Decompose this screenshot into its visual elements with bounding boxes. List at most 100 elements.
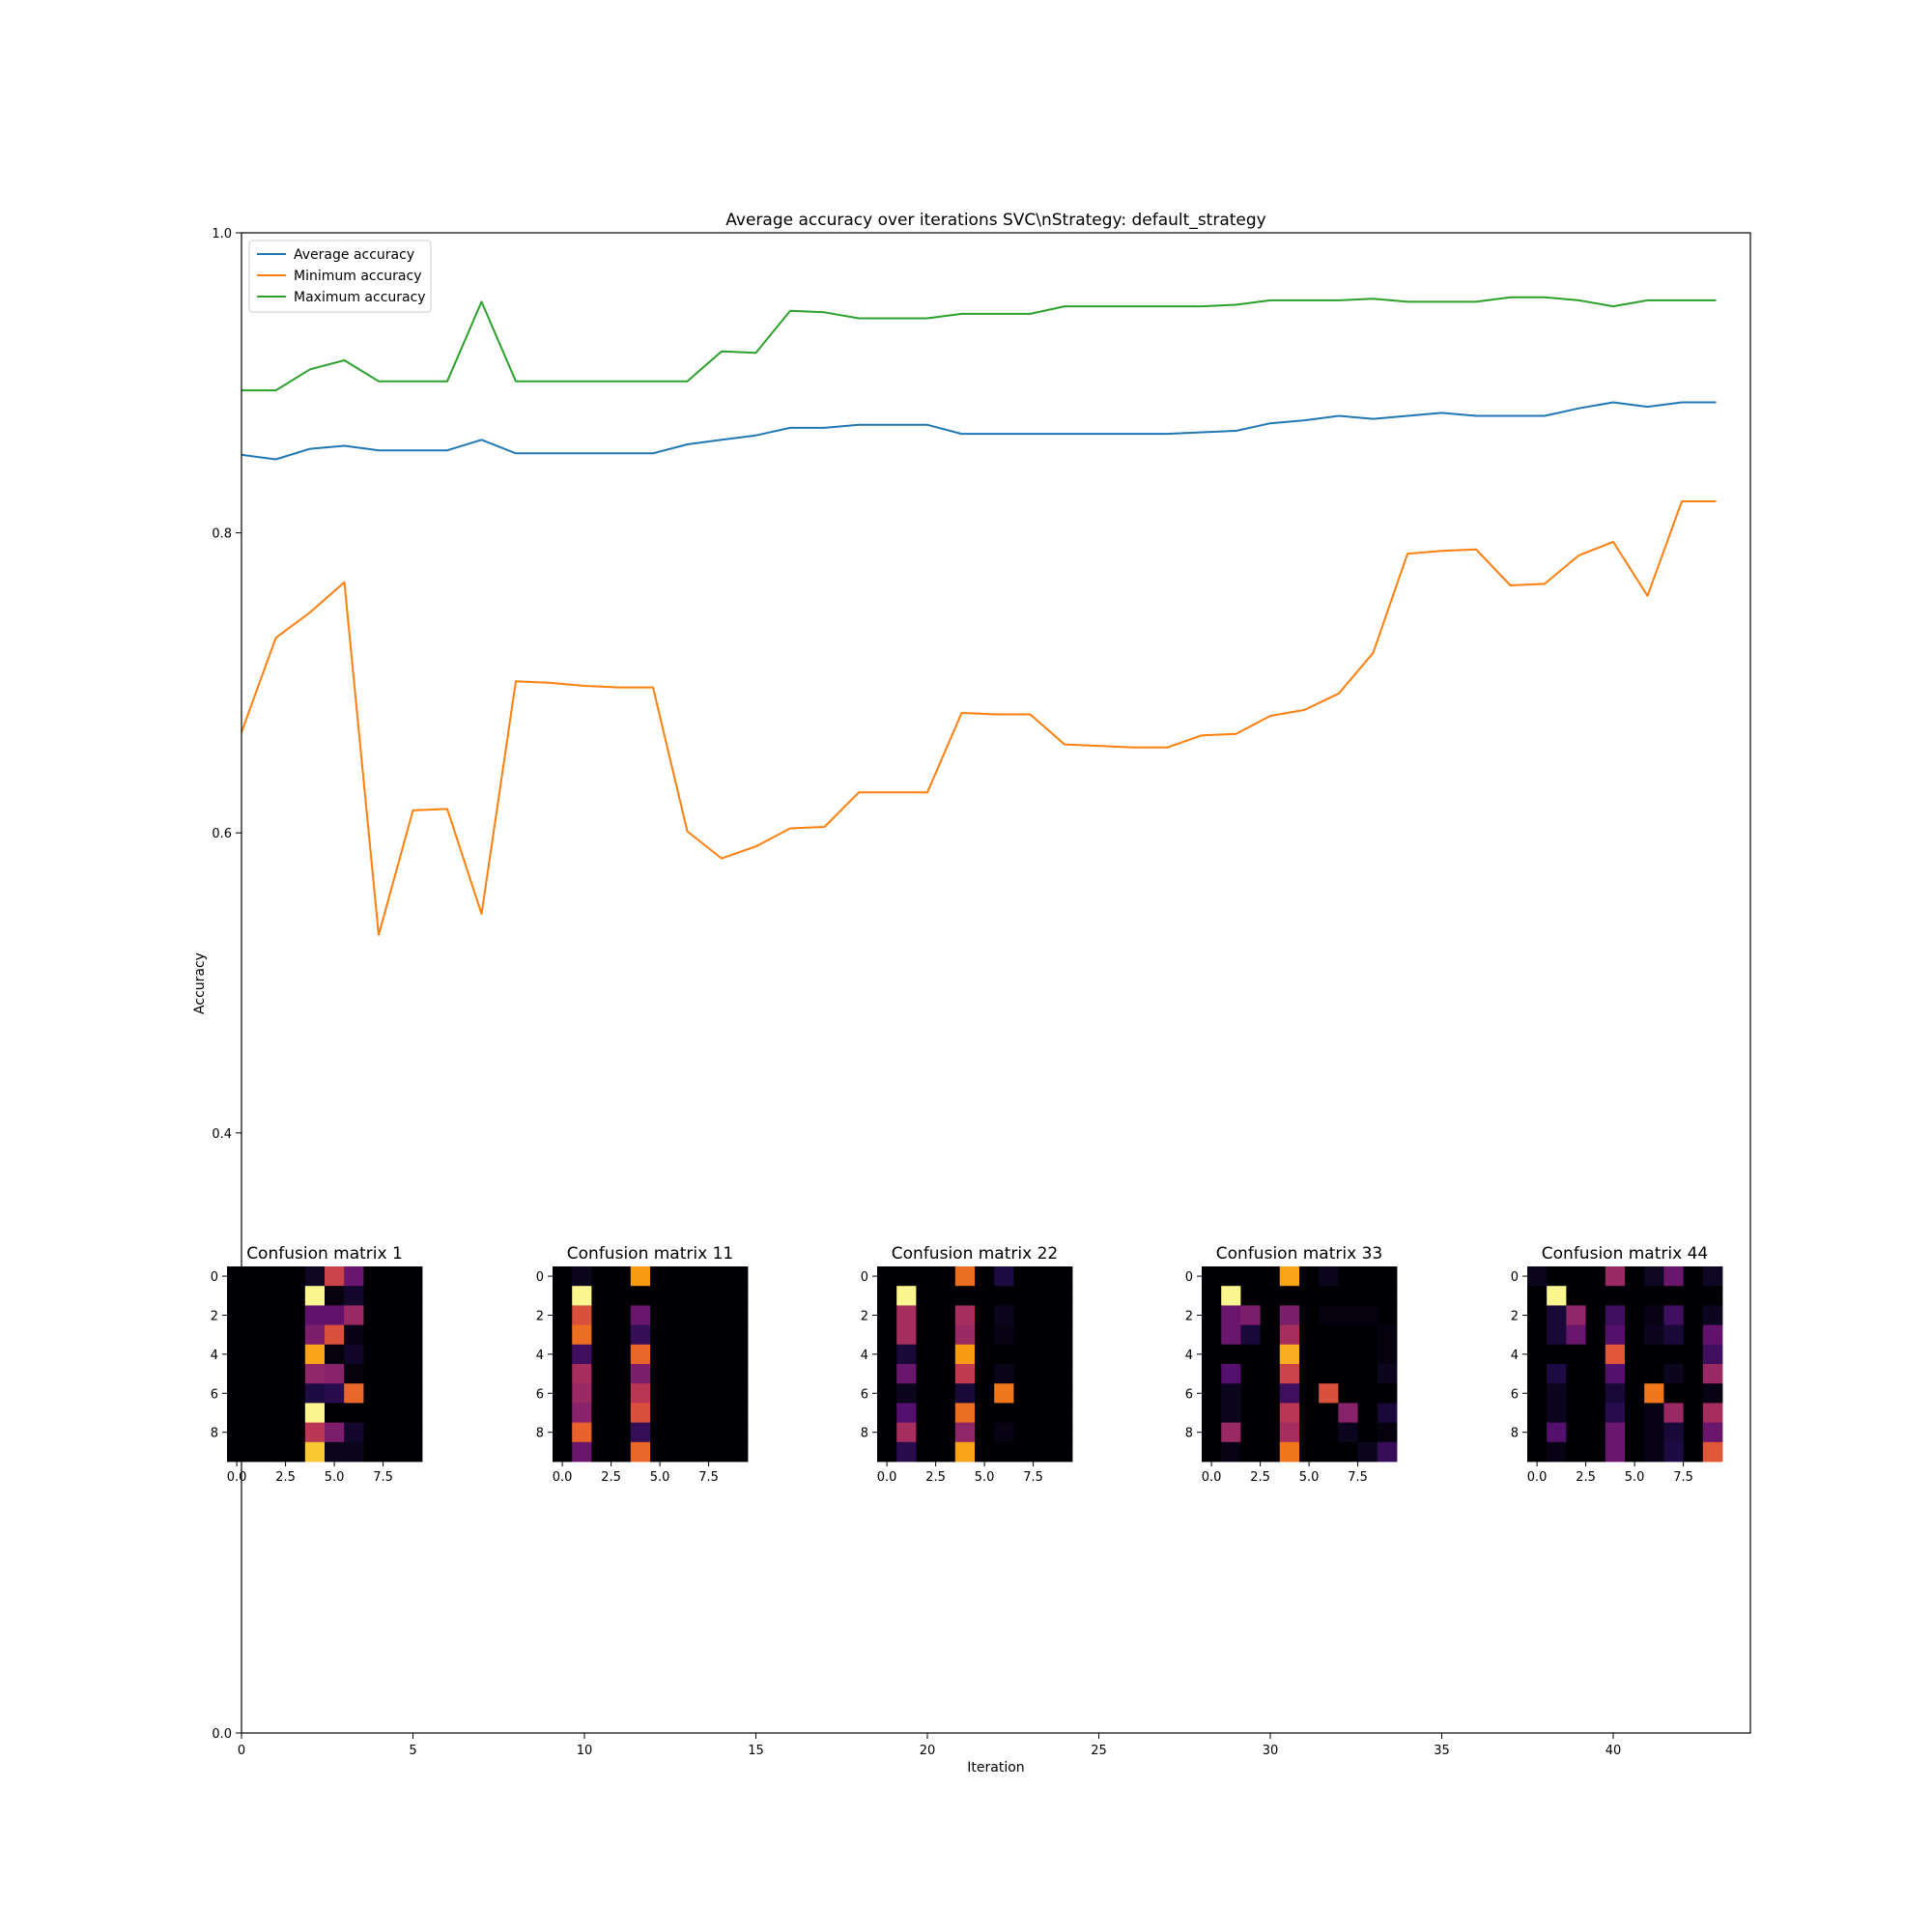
matrix-cell	[553, 1364, 573, 1384]
matrix-cell	[1683, 1305, 1704, 1325]
matrix-cell	[896, 1344, 917, 1365]
matrix-cell	[611, 1305, 632, 1325]
matrix-y-tick-label: 2	[1185, 1310, 1193, 1324]
chart-title: Average accuracy over iterations SVC\nSt…	[725, 211, 1265, 230]
matrix-cell	[1702, 1286, 1723, 1306]
matrix-cell	[1260, 1305, 1281, 1325]
matrix-cell	[1299, 1383, 1320, 1404]
matrix-cell	[1338, 1305, 1358, 1325]
matrix-cell	[689, 1305, 709, 1325]
matrix-x-tick-label: 0.0	[227, 1470, 247, 1485]
matrix-cell	[669, 1383, 690, 1404]
matrix-cell	[1585, 1403, 1606, 1423]
matrix-cell	[1663, 1364, 1684, 1384]
matrix-cell	[896, 1324, 917, 1346]
matrix-cell	[553, 1266, 573, 1287]
matrix-cell	[1299, 1441, 1320, 1463]
matrix-cell	[1663, 1286, 1684, 1306]
y-tick-label: 0.0	[212, 1727, 232, 1742]
matrix-cell	[708, 1441, 729, 1463]
matrix-cell	[1052, 1344, 1073, 1365]
matrix-cell	[344, 1422, 364, 1443]
matrix-cell	[1663, 1383, 1684, 1404]
confusion-matrix-5: Confusion matrix 44 0 2 4 6 8 0.0 2.5 5.0 7.5	[1511, 1244, 1723, 1485]
matrix-x-tick-label: 7.5	[1023, 1470, 1043, 1485]
matrix-cell	[402, 1441, 423, 1463]
matrix-cell	[611, 1364, 632, 1384]
matrix-cell	[1013, 1422, 1034, 1443]
matrix-cell	[1052, 1383, 1073, 1404]
matrix-cell	[896, 1403, 917, 1423]
matrix-cell	[1260, 1286, 1281, 1306]
matrix-cell	[1221, 1305, 1241, 1325]
matrix-cell	[877, 1266, 897, 1287]
matrix-cell	[916, 1422, 936, 1443]
main-plot: 0 5 10 15 20 25 30 35 40 0.00.40.60.81.0 Confusi…	[192, 211, 1751, 1776]
matrix-cell	[727, 1286, 749, 1306]
matrix-cell	[975, 1364, 995, 1384]
matrix-cell	[266, 1364, 286, 1384]
matrix-cell	[630, 1383, 651, 1404]
matrix-cell	[1585, 1422, 1606, 1443]
matrix-cell	[1702, 1344, 1723, 1365]
matrix-cell	[363, 1441, 384, 1463]
matrix-cell	[877, 1364, 897, 1384]
matrix-cell	[727, 1344, 749, 1365]
matrix-cell	[591, 1383, 611, 1404]
matrix-cell	[1605, 1266, 1626, 1287]
matrix-cell	[402, 1286, 423, 1306]
matrix-cell	[1338, 1364, 1358, 1384]
y-axis-label: Accuracy	[192, 952, 208, 1014]
matrix-cell	[650, 1324, 670, 1346]
matrix-cell	[363, 1403, 384, 1423]
matrix-cell	[669, 1441, 690, 1463]
matrix-cell	[1585, 1383, 1606, 1404]
matrix-cell	[1566, 1364, 1586, 1384]
matrix-cell	[650, 1422, 670, 1443]
legend-label: Average accuracy	[294, 247, 414, 263]
y-tick-label: 0.6	[212, 827, 232, 841]
matrix-x-tick-label: 0.0	[1202, 1470, 1222, 1485]
matrix-cell	[1625, 1344, 1645, 1365]
matrix-cell	[1357, 1286, 1378, 1306]
matrix-y-tick-label: 6	[211, 1387, 218, 1402]
matrix-cell	[1319, 1324, 1339, 1346]
matrix-cell	[1605, 1403, 1626, 1423]
matrix-cell	[227, 1364, 247, 1384]
matrix-cell	[304, 1324, 326, 1346]
matrix-cell	[954, 1364, 976, 1384]
matrix-cell	[1052, 1364, 1073, 1384]
matrix-cell	[708, 1383, 729, 1404]
matrix-y-tick-label: 4	[861, 1349, 868, 1363]
matrix-cell	[689, 1286, 709, 1306]
matrix-cell	[344, 1383, 364, 1404]
matrix-cell	[1319, 1403, 1339, 1423]
matrix-cell	[1240, 1422, 1261, 1443]
matrix-cell	[877, 1344, 897, 1365]
matrix-cell	[1377, 1324, 1398, 1346]
matrix-cell	[727, 1441, 749, 1463]
matrix-cell	[1566, 1403, 1586, 1423]
matrix-cell	[1683, 1344, 1704, 1365]
matrix-cell	[1702, 1305, 1723, 1325]
matrix-cell	[285, 1383, 306, 1404]
matrix-cell	[266, 1344, 286, 1365]
matrix-x-tick-label: 2.5	[1250, 1470, 1270, 1485]
x-axis-label: Iteration	[967, 1760, 1024, 1776]
matrix-cell	[630, 1286, 651, 1306]
matrix-cell	[572, 1364, 592, 1384]
plot-frame	[241, 232, 1751, 1734]
matrix-cell	[1644, 1305, 1664, 1325]
legend-box	[248, 240, 432, 313]
matrix-cell	[363, 1286, 384, 1306]
matrix-cell	[954, 1441, 976, 1463]
matrix-cell	[1202, 1266, 1222, 1287]
series-lines	[241, 296, 1717, 936]
matrix-cell	[402, 1266, 423, 1287]
matrix-cell	[916, 1403, 936, 1423]
matrix-cell	[1338, 1383, 1358, 1404]
matrix-cell	[344, 1441, 364, 1463]
matrix-cell	[383, 1383, 404, 1404]
matrix-cell	[227, 1286, 247, 1306]
matrix-cell	[1377, 1422, 1398, 1443]
